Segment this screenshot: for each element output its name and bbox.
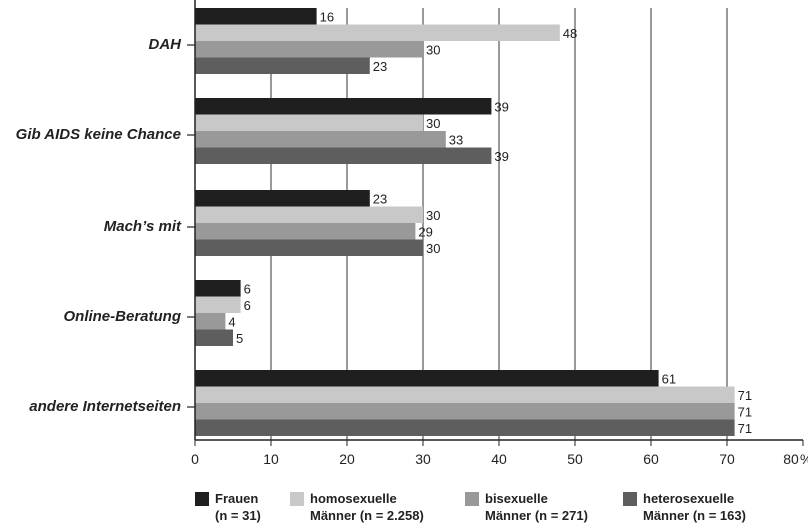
bar: [195, 329, 233, 346]
data-label: 71: [738, 388, 752, 403]
data-label: 30: [426, 208, 440, 223]
bar: [195, 98, 492, 115]
bar: [195, 280, 241, 297]
data-label: 30: [426, 116, 440, 131]
legend-label-line: Frauen: [215, 491, 259, 506]
tick-label: 60: [643, 451, 659, 467]
bar: [195, 114, 423, 131]
legend-label-line: heterosexuelle: [643, 491, 735, 506]
bar: [195, 8, 317, 25]
tick-label: 80: [783, 451, 799, 467]
data-label: 33: [449, 133, 463, 148]
data-label: 71: [738, 421, 752, 436]
legend-label: homosexuelle Männer (n = 2.258): [310, 490, 424, 524]
legend-label-line: bisexuelle: [485, 491, 548, 506]
legend-label-line: (n = 31): [215, 508, 261, 523]
category-label: DAH: [149, 36, 183, 53]
legend-swatch: [465, 492, 479, 506]
bar: [195, 57, 370, 74]
data-label: 30: [426, 241, 440, 256]
bar: [195, 313, 226, 330]
data-label: 23: [373, 59, 387, 74]
legend-label-line: Männer (n = 2.258): [310, 508, 424, 523]
tick-label: 50: [567, 451, 583, 467]
legend-label-line: homosexuelle: [310, 491, 397, 506]
legend-swatch: [290, 492, 304, 506]
bar: [195, 239, 423, 256]
tick-label: 0: [191, 451, 199, 467]
legend-label-line: Männer (n = 271): [485, 508, 588, 523]
bar: [195, 41, 423, 58]
bar: [195, 131, 446, 148]
data-label: 29: [418, 225, 432, 240]
bar: [195, 190, 370, 207]
legend-swatch: [195, 492, 209, 506]
data-label: 16: [320, 10, 334, 25]
tick-label: 20: [339, 451, 355, 467]
bar: [195, 147, 492, 164]
bar: [195, 24, 560, 41]
data-label: 6: [244, 282, 251, 297]
data-label: 48: [563, 26, 577, 41]
data-label: 61: [662, 372, 676, 387]
bar: [195, 223, 416, 240]
bar: [195, 386, 735, 403]
bar: [195, 370, 659, 387]
legend-label-line: Männer (n = 163): [643, 508, 746, 523]
bar: [195, 296, 241, 313]
tick-label: 40: [491, 451, 507, 467]
x-unit-label: %: [800, 451, 808, 467]
legend-label: heterosexuelle Männer (n = 163): [643, 490, 746, 524]
category-label: Gib AIDS keine Chance: [16, 126, 181, 143]
legend-item: homosexuelle Männer (n = 2.258): [290, 490, 424, 524]
bar: [195, 206, 423, 223]
bar: [195, 403, 735, 420]
legend-item: bisexuelle Männer (n = 271): [465, 490, 588, 524]
data-label: 39: [494, 100, 508, 115]
tick-label: 30: [415, 451, 431, 467]
legend: Frauen (n = 31) homosexuelle Männer (n = 2.…: [195, 490, 795, 526]
legend-label: bisexuelle Männer (n = 271): [485, 490, 588, 524]
data-label: 30: [426, 43, 440, 58]
data-label: 6: [244, 298, 251, 313]
legend-label: Frauen (n = 31): [215, 490, 261, 524]
legend-item: Frauen (n = 31): [195, 490, 261, 524]
legend-swatch: [623, 492, 637, 506]
data-label: 4: [228, 315, 235, 330]
tick-label: 10: [263, 451, 279, 467]
bar: [195, 419, 735, 436]
data-label: 23: [373, 192, 387, 207]
data-label: 5: [236, 331, 243, 346]
category-label: Mach’s mit: [104, 218, 182, 235]
data-label: 39: [494, 149, 508, 164]
tick-label: 70: [719, 451, 735, 467]
legend-item: heterosexuelle Männer (n = 163): [623, 490, 746, 524]
category-label: andere Internetseiten: [29, 398, 181, 415]
data-label: 71: [738, 405, 752, 420]
bar-chart: 16 48 30 23 DAH 39 30 33 39 Gib AIDS keine Chance…: [16, 0, 808, 467]
category-label: Online-Beratung: [63, 308, 181, 325]
